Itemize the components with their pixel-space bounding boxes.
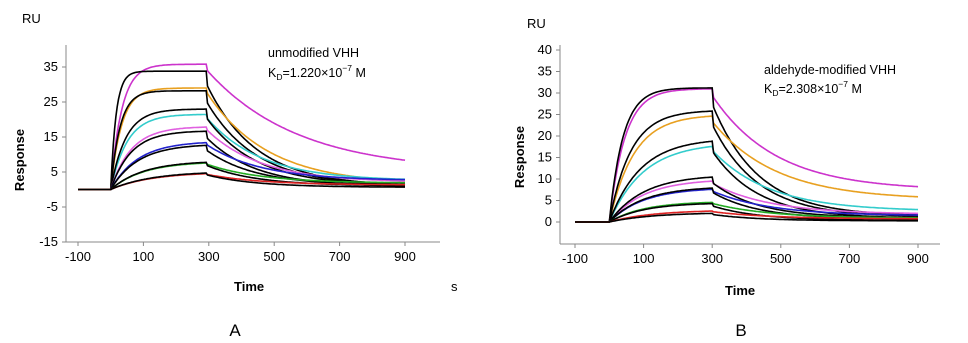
x-tick-label: 900 bbox=[394, 249, 416, 264]
sensorgram-series-5 bbox=[575, 145, 919, 223]
axes-a: -15 -5 5 15 25 35 -100 100 300 500 700 900 bbox=[39, 45, 440, 264]
x-tick-label: -100 bbox=[562, 251, 588, 266]
sensorgram-series-12 bbox=[78, 161, 405, 191]
sensorgram-series-13 bbox=[575, 210, 918, 223]
x-tick-label: 300 bbox=[198, 249, 220, 264]
y-tick-label: 25 bbox=[44, 94, 58, 109]
x-tick-label: -100 bbox=[65, 249, 91, 264]
curves-a bbox=[78, 63, 406, 191]
sensorgram-series-7 bbox=[575, 180, 918, 223]
annotation-kd-unit-a: M bbox=[355, 66, 365, 80]
x-axis-title-a: Time bbox=[234, 279, 264, 294]
y-tick-label: 40 bbox=[538, 42, 552, 57]
y-tick-label: 5 bbox=[51, 164, 58, 179]
axes-b: 0 5 10 15 20 25 30 35 40 -100 100 300 500 700 900 bbox=[538, 42, 940, 266]
x-tick-label: 300 bbox=[701, 251, 723, 266]
x-tick-label: 700 bbox=[329, 249, 351, 264]
annotation-kd-exp-a: −7 bbox=[342, 63, 352, 73]
annotation-kd-unit-b: M bbox=[851, 82, 861, 96]
y-axis-title-b: Response bbox=[512, 126, 527, 188]
y-axis-title-a: Response bbox=[12, 129, 27, 191]
x-tick-label: 700 bbox=[839, 251, 861, 266]
annotation-kd-exp-b: −7 bbox=[838, 79, 848, 89]
time-unit-label: s bbox=[451, 279, 458, 294]
y-unit-label-b: RU bbox=[527, 16, 546, 31]
x-axis-title-b: Time bbox=[725, 283, 755, 298]
sensorgram-series-1 bbox=[575, 88, 919, 223]
y-tick-label: 10 bbox=[538, 171, 552, 186]
y-tick-label: 15 bbox=[44, 129, 58, 144]
annotation-kd-a: KD=1.220×10−7 M bbox=[268, 63, 366, 82]
sensorgram-series-9 bbox=[78, 141, 405, 191]
annotation-title-a: unmodified VHH bbox=[268, 46, 359, 60]
sensorgram-series-2 bbox=[78, 70, 405, 191]
y-tick-label: 30 bbox=[538, 85, 552, 100]
panel-label-a: A bbox=[229, 321, 241, 340]
sensorgram-series-14 bbox=[575, 212, 918, 223]
y-tick-label: -5 bbox=[46, 199, 58, 214]
x-tick-label: 100 bbox=[633, 251, 655, 266]
panel-label-b: B bbox=[735, 321, 746, 340]
sensorgram-series-14 bbox=[78, 172, 405, 191]
x-tick-label: 900 bbox=[907, 251, 929, 266]
annotation-kd-value-a: 1.220×10 bbox=[290, 66, 343, 80]
x-tick-label: 500 bbox=[770, 251, 792, 266]
y-tick-label: 0 bbox=[545, 214, 552, 229]
y-tick-label: 5 bbox=[545, 193, 552, 208]
annotation-kd-value-b: 2.308×10 bbox=[786, 82, 839, 96]
chart-panel-b: RU aldehyde-modified VHH KD=2.308×10−7 M… bbox=[512, 16, 940, 340]
y-unit-label-a: RU bbox=[22, 11, 41, 26]
annotation-title-b: aldehyde-modified VHH bbox=[764, 63, 896, 77]
sensorgram-series-1 bbox=[78, 63, 406, 191]
x-tick-label: 500 bbox=[263, 249, 285, 264]
y-tick-label: 20 bbox=[538, 128, 552, 143]
sensorgram-series-3 bbox=[575, 115, 919, 223]
x-tick-label: 100 bbox=[133, 249, 155, 264]
y-tick-label: 35 bbox=[538, 64, 552, 79]
y-tick-label: 25 bbox=[538, 107, 552, 122]
sensorgram-series-6 bbox=[575, 140, 918, 223]
chart-panel-a: RU unmodified VHH KD=1.220×10−7 M -15 -5 5… bbox=[12, 11, 440, 340]
y-tick-label: -15 bbox=[39, 234, 58, 249]
annotation-kd-b: KD=2.308×10−7 M bbox=[764, 79, 862, 98]
curves-b bbox=[575, 87, 919, 223]
y-tick-label: 15 bbox=[538, 150, 552, 165]
y-tick-label: 35 bbox=[44, 59, 58, 74]
sensorgram-series-5 bbox=[78, 113, 406, 191]
sensorgram-series-4 bbox=[78, 90, 406, 191]
